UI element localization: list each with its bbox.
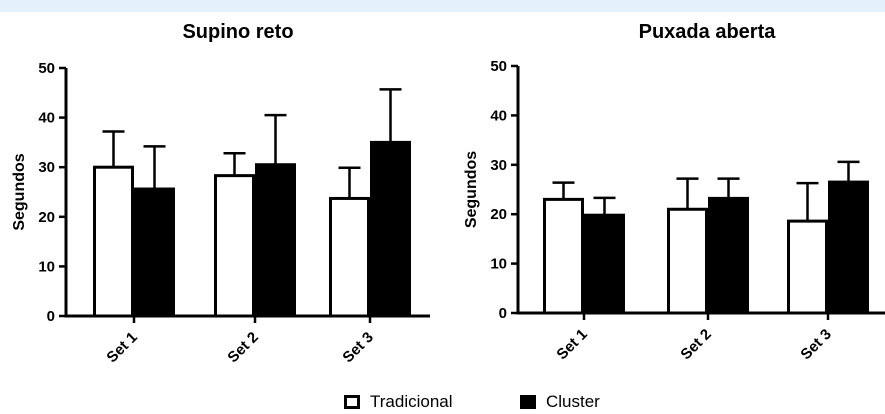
legend-label-tradicional: Tradicional [370, 392, 453, 411]
x-category-label: Set 1 [553, 326, 590, 363]
top-band [0, 0, 885, 12]
bar-cluster [370, 140, 411, 318]
x-category-label: Set 1 [103, 329, 140, 366]
y-tick-label: 0 [499, 305, 507, 322]
x-category-label: Set 2 [224, 329, 261, 366]
chart-title: Puxada aberta [639, 21, 777, 43]
bar-tradicional [214, 174, 255, 318]
chart-panel-2: Puxada aberta Segundos 0 10 20 30 40 50 Set 1 Set… [463, 21, 885, 363]
legend-swatch-tradicional [344, 395, 360, 409]
bar-tradicional [93, 165, 134, 318]
figure-svg: Supino reto Segundos 0 10 20 30 40 50 Set 1 Set 2… [11, 21, 885, 366]
legend-label-cluster: Cluster [546, 392, 600, 411]
legend-swatch-cluster [520, 395, 536, 409]
y-tick-label: 30 [490, 157, 507, 174]
bar-tradicional [787, 219, 828, 315]
chart-panel-1: Supino reto Segundos 0 10 20 30 40 50 Set 1 Set 2… [11, 21, 430, 366]
y-tick-label: 40 [490, 107, 507, 124]
y-tick-label: 50 [38, 60, 55, 77]
y-axis-label: Segundos [463, 151, 480, 228]
legend-item-tradicional: Tradicional [344, 393, 453, 411]
y-tick-label: 40 [38, 110, 55, 127]
x-category-label: Set 3 [797, 326, 834, 363]
bar-cluster [255, 163, 296, 318]
bar-cluster [828, 180, 869, 315]
legend-item-cluster: Cluster [520, 393, 600, 411]
bar-cluster [134, 187, 175, 318]
bar-cluster [584, 213, 625, 315]
bar-tradicional [667, 207, 708, 315]
bar-cluster [708, 196, 749, 315]
bar-tradicional [543, 197, 584, 315]
y-tick-label: 20 [38, 209, 55, 226]
x-category-label: Set 2 [677, 326, 714, 363]
y-tick-label: 30 [38, 159, 55, 176]
chart-title: Supino reto [182, 21, 293, 43]
x-category-label: Set 3 [339, 329, 376, 366]
y-tick-label: 50 [490, 58, 507, 75]
legend: Tradicional Cluster [0, 390, 885, 414]
y-tick-label: 10 [490, 256, 507, 273]
y-tick-label: 0 [47, 308, 55, 325]
bar-tradicional [329, 196, 370, 318]
y-tick-label: 10 [38, 258, 55, 275]
y-tick-label: 20 [490, 206, 507, 223]
y-axis-label: Segundos [11, 153, 28, 230]
